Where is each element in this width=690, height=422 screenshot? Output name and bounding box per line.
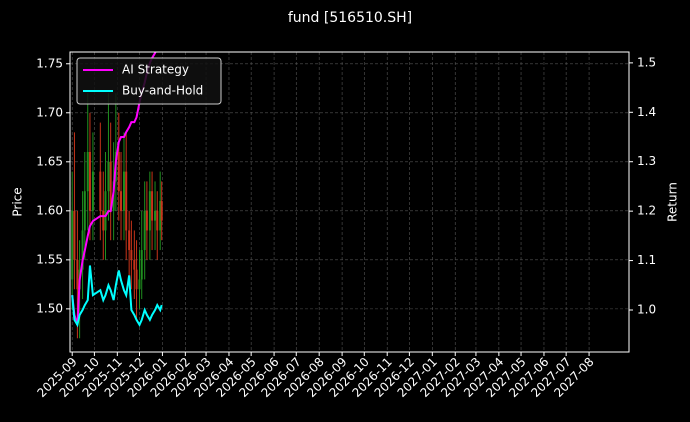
plot-area (71, 52, 163, 339)
candle-body (151, 191, 154, 221)
candle-body (128, 230, 131, 251)
candle-body (156, 210, 159, 231)
legend-label: Buy-and-Hold (122, 84, 203, 98)
candle-body (160, 201, 163, 221)
candle-body (154, 210, 157, 221)
candle-body (145, 210, 148, 231)
candle-body (133, 259, 136, 270)
legend-label: AI Strategy (122, 63, 189, 77)
candle-body (109, 161, 112, 211)
candle-body (73, 210, 76, 260)
y-tick-label: 1.50 (36, 301, 63, 315)
candle-body (120, 191, 123, 211)
chart-title: fund [516510.SH] (288, 10, 412, 26)
y2-tick-label: 1.4 (637, 105, 656, 119)
candle-body (81, 230, 84, 270)
candle-body (83, 191, 86, 231)
candle-body (99, 171, 102, 211)
y2-tick-label: 1.2 (637, 204, 656, 218)
y-axis-label: Price (11, 187, 25, 216)
candle-body (86, 152, 89, 192)
y2-tick-label: 1.1 (637, 253, 656, 267)
candle-body (71, 210, 74, 280)
candle-body (148, 191, 151, 231)
candle-body (76, 259, 79, 290)
y-tick-label: 1.60 (36, 203, 63, 217)
candle-body (159, 201, 162, 231)
y2-tick-label: 1.3 (637, 154, 656, 168)
candle-body (135, 269, 138, 290)
candle-body (91, 171, 94, 211)
candle-body (117, 152, 120, 192)
candle-body (125, 171, 128, 231)
candle-body (122, 171, 125, 211)
candle-body (102, 210, 105, 231)
y2-axis-label: Return (666, 182, 680, 222)
candle-body (107, 161, 110, 192)
y-tick-label: 1.65 (36, 154, 63, 168)
y-tick-label: 1.55 (36, 252, 63, 266)
candle-body (104, 191, 107, 231)
y2-tick-label: 1.0 (637, 302, 656, 316)
candle-body (88, 152, 91, 211)
y2-tick-label: 1.5 (637, 55, 656, 69)
y-tick-label: 1.75 (36, 56, 63, 70)
y-tick-label: 1.70 (36, 105, 63, 119)
candle-body (138, 279, 141, 290)
candle-body (130, 250, 133, 260)
candle-body (143, 210, 146, 251)
candle-body (140, 250, 143, 280)
line-series (71, 265, 163, 328)
axes-frame (69, 51, 630, 353)
